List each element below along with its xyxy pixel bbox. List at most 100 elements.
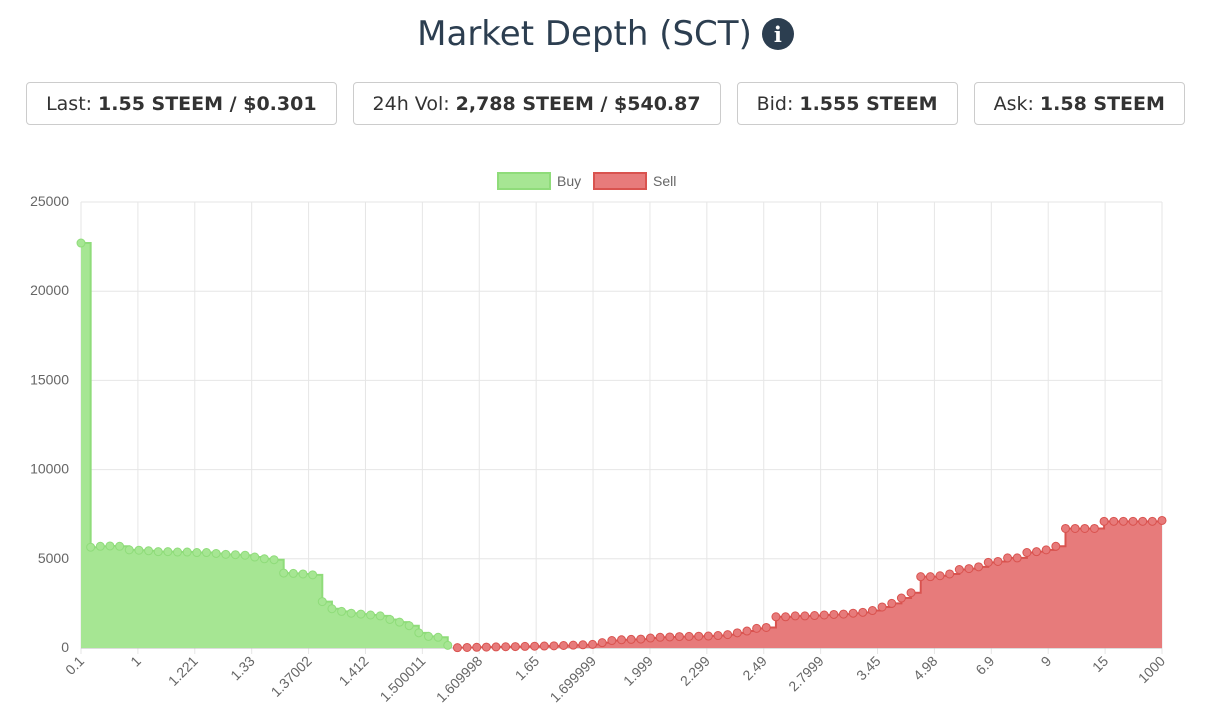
y-tick-label: 15000: [30, 371, 69, 387]
sell-point: [896, 593, 906, 603]
buy-point: [153, 547, 163, 557]
sell-point: [684, 631, 694, 641]
sell-point: [626, 634, 636, 644]
x-tick-label: 15: [1089, 653, 1111, 675]
sell-point: [925, 572, 935, 582]
x-tick-label: 1: [127, 653, 144, 670]
legend-buy-label: Buy: [557, 173, 581, 189]
sell-point: [694, 631, 704, 641]
title-row: Market Depth (SCT) i: [0, 14, 1211, 54]
sell-point: [539, 641, 549, 651]
market-depth-chart[interactable]: 0 5000 10000 15000 20000 25000 0.1 1 1.221 1.33 1.…: [0, 160, 1211, 709]
sell-point: [452, 643, 462, 653]
sell-point: [636, 634, 646, 644]
y-tick-label: 0: [61, 639, 69, 655]
sell-point: [887, 598, 897, 608]
sell-point: [1147, 516, 1157, 526]
sell-point: [916, 572, 926, 582]
sell-point: [993, 556, 1003, 566]
sell-point: [530, 641, 540, 651]
buy-point: [366, 610, 376, 620]
buy-point: [240, 550, 250, 560]
buy-point: [337, 606, 347, 616]
x-tick-label: 6.9: [972, 653, 997, 678]
sell-point: [742, 626, 752, 636]
x-tick-label: 4.98: [910, 653, 941, 684]
sell-point: [858, 607, 868, 617]
buy-point: [95, 541, 105, 551]
sell-point: [781, 612, 791, 622]
buy-point: [298, 569, 308, 579]
sell-point: [732, 628, 742, 638]
buy-point: [163, 547, 173, 557]
sell-point: [1060, 523, 1070, 533]
buy-point: [308, 570, 318, 580]
buy-point: [269, 555, 279, 565]
stat-value: 1.555 STEEM: [799, 92, 938, 115]
x-tick-label: 1.65: [512, 653, 543, 684]
buy-point: [105, 541, 115, 551]
buy-point: [317, 597, 327, 607]
buy-point: [288, 568, 298, 578]
buy-point: [404, 621, 414, 631]
buy-area: [81, 243, 448, 649]
sell-point: [1118, 516, 1128, 526]
buy-point: [356, 609, 366, 619]
x-tick-label: 2.7999: [785, 653, 827, 695]
sell-point: [1080, 523, 1090, 533]
sell-point: [1032, 547, 1042, 557]
x-tick-label: 1.412: [335, 653, 371, 689]
x-tick-label: 2.49: [739, 653, 770, 684]
buy-point: [385, 614, 395, 624]
buy-point: [423, 631, 433, 641]
sell-point: [1109, 516, 1119, 526]
buy-point: [86, 542, 96, 552]
buy-point: [221, 549, 231, 559]
sell-point: [1138, 516, 1148, 526]
sell-point: [983, 557, 993, 567]
x-tick-label: 1.999: [620, 653, 656, 689]
sell-point: [617, 635, 626, 645]
x-tick-label: 9: [1038, 653, 1055, 670]
sell-point: [1128, 516, 1138, 526]
sell-point: [752, 623, 762, 633]
stat-ask: Ask: 1.58 STEEM: [973, 82, 1185, 125]
buy-point: [76, 238, 86, 248]
sell-point: [1022, 548, 1032, 558]
sell-point: [481, 642, 491, 652]
sell-point: [607, 636, 617, 646]
buy-point: [134, 545, 144, 555]
sell-point: [1051, 541, 1061, 551]
buy-point: [173, 547, 183, 557]
sell-point: [771, 612, 781, 622]
info-icon[interactable]: i: [761, 18, 794, 50]
sell-point: [549, 641, 559, 651]
stat-last: Last: 1.55 STEEM / $0.301: [26, 82, 337, 125]
stat-label: 24h Vol:: [372, 92, 450, 115]
sell-point: [810, 611, 820, 621]
sell-point: [1003, 553, 1013, 563]
sell-point: [790, 611, 800, 621]
buy-point: [182, 547, 192, 557]
stats-row: Last: 1.55 STEEM / $0.301 24h Vol: 2,788…: [0, 82, 1211, 125]
buy-point: [279, 568, 289, 578]
legend-sell-swatch: [593, 172, 647, 190]
sell-point: [597, 638, 607, 648]
sell-point: [510, 642, 520, 652]
sell-point: [877, 602, 887, 612]
x-tick-label: 0.1: [62, 653, 87, 678]
sell-point: [867, 606, 877, 616]
buy-point: [414, 628, 424, 638]
buy-point: [230, 550, 240, 560]
sell-point: [1157, 515, 1167, 525]
sell-point: [954, 565, 964, 575]
sell-point: [520, 641, 530, 651]
stat-value: 1.58 STEEM: [1039, 92, 1165, 115]
x-tick-label: 1.33: [227, 653, 258, 684]
sell-point: [472, 642, 482, 652]
legend-sell-label: Sell: [653, 173, 676, 189]
buy-point: [211, 548, 221, 558]
buy-point: [201, 548, 211, 558]
y-tick-label: 10000: [30, 461, 69, 477]
sell-point: [491, 642, 501, 652]
